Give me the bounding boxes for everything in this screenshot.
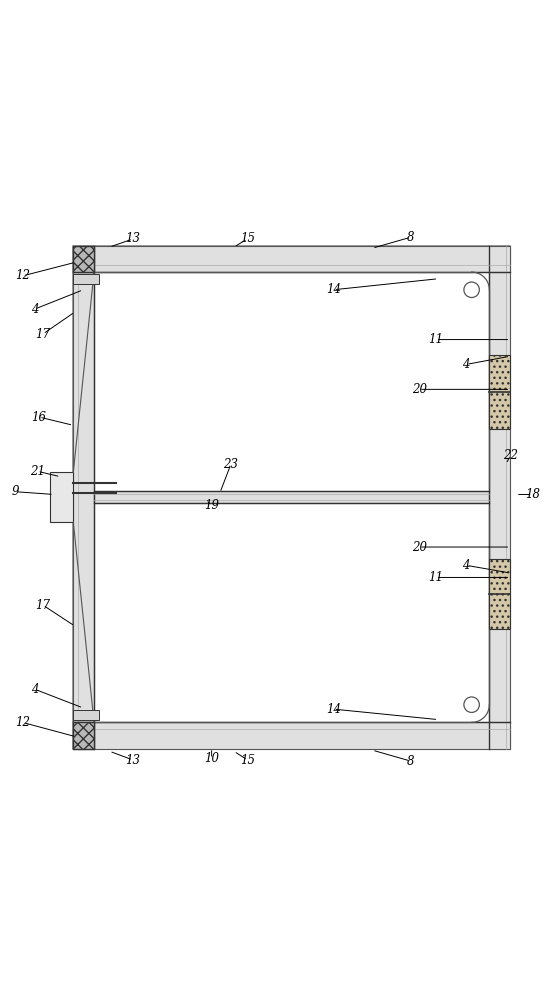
- Text: 13: 13: [126, 754, 141, 767]
- Bar: [73, 722, 95, 749]
- Text: 19: 19: [204, 499, 219, 512]
- Text: 17: 17: [36, 328, 51, 341]
- Bar: [73, 246, 95, 272]
- Text: 11: 11: [428, 333, 443, 346]
- Bar: [489, 246, 510, 749]
- Text: 20: 20: [411, 541, 426, 554]
- Text: 12: 12: [15, 269, 30, 282]
- Text: 17: 17: [36, 599, 51, 612]
- Text: 16: 16: [32, 411, 47, 424]
- Circle shape: [464, 697, 479, 712]
- Text: 13: 13: [126, 232, 141, 245]
- Bar: [73, 246, 510, 749]
- Text: 11: 11: [428, 571, 443, 584]
- Text: 10: 10: [204, 752, 219, 765]
- Bar: [73, 246, 95, 749]
- Circle shape: [464, 282, 479, 298]
- Text: 14: 14: [326, 703, 341, 716]
- Bar: [73, 274, 99, 284]
- Text: 4: 4: [463, 559, 470, 572]
- Text: 15: 15: [240, 754, 255, 767]
- Bar: [489, 355, 510, 429]
- Text: 4: 4: [31, 683, 38, 696]
- Bar: [73, 710, 99, 720]
- Text: 9: 9: [12, 485, 19, 498]
- Text: 12: 12: [15, 716, 30, 729]
- Text: 20: 20: [411, 383, 426, 396]
- Text: 22: 22: [503, 449, 518, 462]
- Text: 18: 18: [525, 488, 540, 501]
- Bar: [50, 472, 73, 522]
- Bar: [73, 246, 510, 272]
- Text: 15: 15: [240, 232, 255, 245]
- Text: 4: 4: [31, 303, 38, 316]
- Bar: [95, 491, 489, 503]
- Text: 23: 23: [224, 458, 239, 471]
- Text: 14: 14: [326, 283, 341, 296]
- Bar: [73, 722, 510, 749]
- Text: 4: 4: [463, 358, 470, 371]
- Bar: [489, 559, 510, 629]
- Text: 8: 8: [407, 755, 415, 768]
- Text: 21: 21: [30, 465, 45, 478]
- Text: 8: 8: [407, 231, 415, 244]
